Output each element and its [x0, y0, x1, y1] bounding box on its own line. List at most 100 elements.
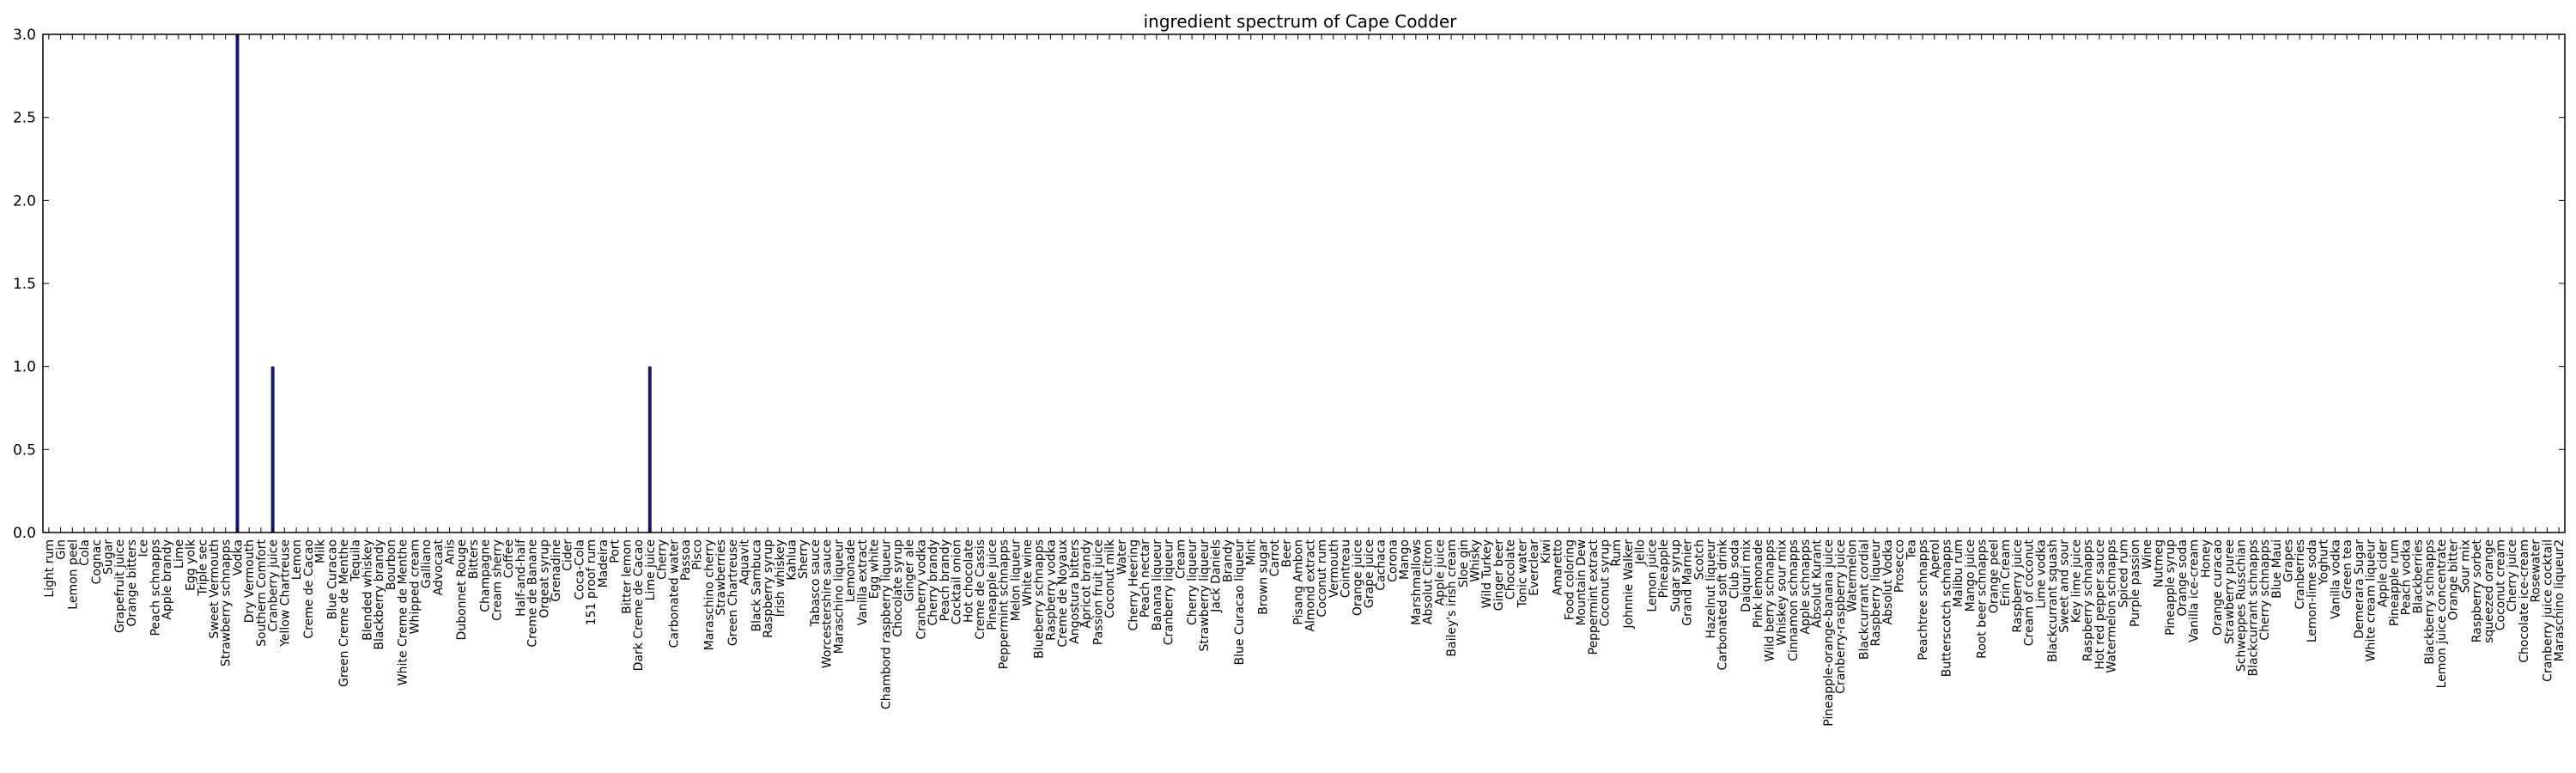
- x-tick-label-101: Blue Curacao liqueur: [1233, 539, 1247, 666]
- x-tick-label-97: Cherry liqueur: [1186, 539, 1200, 625]
- x-tick-label-21: Lemon: [290, 539, 304, 580]
- x-tick-label-3: Cola: [78, 539, 92, 566]
- x-tick-label-127: Kiwi: [1540, 539, 1553, 563]
- x-tick-label-82: Melon liqueur: [1009, 539, 1023, 621]
- x-tick-label-130: Mountain Dew: [1575, 539, 1589, 626]
- x-tick-label-212: Cranberry juice cocktail: [2541, 539, 2555, 682]
- x-tick-label-117: Absolut Citron: [1422, 539, 1436, 624]
- x-tick-label-193: Yoghurt: [2318, 539, 2331, 586]
- x-tick-label-172: Key lime juice: [2069, 539, 2083, 623]
- x-tick-label-142: Carbonated soft drink: [1716, 539, 1730, 670]
- x-tick-label-158: Tea: [1905, 539, 1918, 560]
- x-tick-label-53: Carbonated water: [667, 539, 681, 648]
- x-tick-label-51: Lime juice: [644, 539, 658, 600]
- x-tick-label-160: Aperol: [1929, 539, 1942, 578]
- x-tick-label-189: Blue Maui: [2270, 539, 2284, 599]
- x-tick-label-207: squeezed orange: [2482, 539, 2496, 643]
- x-tick-label-106: Pisang Ambon: [1292, 539, 1306, 625]
- x-tick-label-50: Dark Creme de Cacao: [632, 539, 646, 671]
- x-tick-label-170: Blackcurrant squash: [2046, 539, 2060, 662]
- x-tick-label-168: Cream of coconut: [2023, 539, 2037, 646]
- x-tick-label-41: Creme de Banane: [526, 539, 540, 648]
- x-tick-label-192: Lemon-lime soda: [2306, 539, 2319, 642]
- x-tick-label-90: Coconut milk: [1103, 539, 1117, 618]
- chart-title: ingredient spectrum of Cape Codder: [1144, 11, 1458, 32]
- x-tick-label-159: Peachtree schnapps: [1917, 539, 1930, 660]
- x-tick-label-198: Apple cider: [2376, 539, 2390, 607]
- x-tick-label-103: Brown sugar: [1256, 539, 1270, 615]
- x-tick-label-211: Rosewater: [2530, 539, 2543, 603]
- x-tick-label-20: Yellow Chartreuse: [278, 539, 292, 648]
- x-tick-label-52: Cherry: [656, 539, 670, 580]
- x-tick-label-91: Water: [1115, 539, 1129, 575]
- x-tick-label-64: Sherry: [797, 539, 811, 579]
- x-tick-label-2: Lemon peel: [66, 539, 80, 610]
- x-tick-label-87: Angostura bitters: [1068, 539, 1082, 644]
- x-tick-label-81: Peppermint schnapps: [998, 539, 1012, 669]
- x-tick-label-48: Port: [609, 539, 623, 563]
- x-tick-label-200: Peach vodka: [2400, 539, 2414, 615]
- x-tick-label-174: Hot red pepper sauce: [2093, 539, 2107, 670]
- x-tick-label-29: Bourbon: [385, 539, 398, 590]
- x-tick-label-155: Raspberry liqueur: [1869, 539, 1883, 647]
- x-tick-label-108: Coconut rum: [1315, 539, 1329, 618]
- x-tick-label-104: Carrot: [1268, 539, 1282, 576]
- y-tick-label-4: 2.0: [13, 192, 36, 210]
- x-tick-label-203: Lemon juice concentrate: [2435, 539, 2449, 688]
- x-tick-label-12: Egg yolk: [185, 539, 198, 591]
- x-tick-label-27: Blended whiskey: [361, 539, 374, 641]
- x-tick-label-141: Hazelnut liqueur: [1704, 539, 1718, 639]
- x-tick-label-95: Cranberry liqueur: [1163, 539, 1176, 646]
- x-tick-label-25: Green Creme de Menthe: [337, 539, 351, 687]
- x-tick-label-115: Mango: [1398, 539, 1412, 580]
- x-tick-label-161: Butterscotch schnapps: [1940, 539, 1953, 677]
- x-tick-label-152: Cranberry-raspberry juice: [1834, 539, 1848, 694]
- y-tick-label-1: 0.5: [13, 441, 36, 459]
- x-tick-label-183: Honey: [2199, 539, 2213, 578]
- x-tick-label-133: Rum: [1610, 539, 1624, 567]
- x-tick-label-85: Raspberry vodka: [1044, 539, 1058, 641]
- x-tick-label-179: Nutmeg: [2153, 539, 2166, 587]
- x-tick-label-125: Tonic water: [1516, 539, 1529, 609]
- x-tick-label-110: Cointreau: [1340, 539, 1353, 598]
- y-tick-label-2: 1.0: [13, 359, 36, 376]
- x-tick-label-37: Champagne: [479, 539, 493, 612]
- x-tick-label-45: Coca-Cola: [573, 539, 586, 600]
- x-tick-label-61: Raspberry syrup: [762, 539, 775, 638]
- x-tick-label-109: Vermouth: [1327, 539, 1341, 598]
- y-tick-label-5: 2.5: [13, 110, 36, 127]
- x-tick-label-26: Tequila: [349, 539, 363, 582]
- x-tick-label-151: Pineapple-orange-banana juice: [1822, 539, 1836, 727]
- x-tick-label-156: Absolut Vodka: [1881, 539, 1895, 624]
- x-tick-label-59: Aquavit: [738, 539, 752, 586]
- x-tick-label-176: Spiced rum: [2117, 539, 2130, 608]
- x-tick-label-136: Lemon juice: [1645, 539, 1659, 612]
- x-tick-label-107: Almond extract: [1303, 539, 1317, 631]
- x-tick-label-186: Schweppes Russchian: [2235, 539, 2249, 672]
- x-tick-label-19: Cranberry juice: [267, 539, 281, 631]
- x-tick-label-18: Southern Comfort: [255, 539, 269, 646]
- x-tick-label-96: Cream: [1174, 539, 1188, 579]
- bars-group: [235, 34, 652, 533]
- x-tick-label-122: Wild Turkey: [1480, 539, 1494, 608]
- x-tick-label-210: Chocolate ice-cream: [2518, 539, 2531, 663]
- x-tick-label-43: Grenadine: [550, 539, 563, 602]
- x-tick-label-63: Kahlua: [785, 539, 799, 581]
- x-tick-label-28: Blackberry brandy: [373, 539, 386, 650]
- x-tick-label-80: Pineapple juice: [986, 539, 999, 630]
- x-tick-label-94: Banana liqueur: [1151, 539, 1164, 631]
- x-tick-label-77: Cocktail onion: [951, 539, 964, 624]
- x-tick-label-165: Orange peel: [1987, 539, 2001, 613]
- plot-frame: [42, 33, 2566, 533]
- x-tick-label-154: Blackcurrant cordial: [1857, 539, 1871, 660]
- x-tick-label-118: Apple juice: [1433, 539, 1447, 606]
- x-tick-label-185: Strawberry puree: [2223, 539, 2237, 644]
- x-tick-label-177: Purple passion: [2129, 539, 2142, 627]
- x-tick-label-120: Sloe gin: [1457, 539, 1471, 587]
- x-tick-label-33: Advocaat: [432, 539, 446, 595]
- x-tick-label-86: Creme de Noyaux: [1056, 539, 1070, 648]
- x-tick-label-143: Club soda: [1728, 539, 1741, 599]
- x-tick-label-182: Vanilla ice-cream: [2188, 539, 2202, 642]
- x-tick-label-57: Strawberries: [714, 539, 728, 616]
- x-tick-label-121: Whisky: [1469, 539, 1483, 582]
